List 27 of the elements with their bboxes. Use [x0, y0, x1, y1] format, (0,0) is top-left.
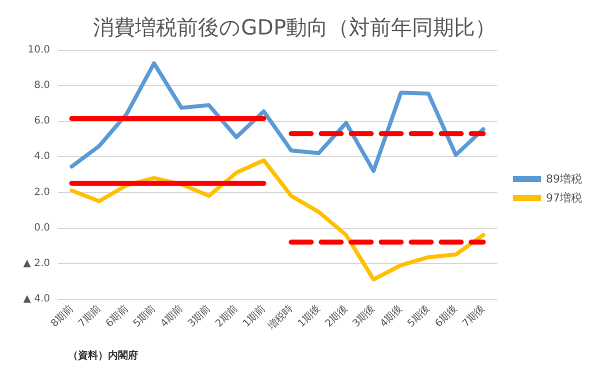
x-tick-label: 2期後 [322, 302, 350, 330]
y-tick-label: 10.0 [28, 44, 50, 56]
x-tick-label: 7期後 [460, 302, 488, 330]
y-tick-label: 6.0 [34, 116, 50, 127]
y-tick-label: 0.0 [34, 222, 50, 234]
x-tick-label: 6期前 [103, 302, 130, 330]
x-tick-label: 8期前 [48, 302, 76, 330]
x-tick-label: 2期前 [213, 302, 240, 330]
y-tick-label: ▲ 4.0 [23, 294, 50, 304]
x-tick-label: 1期後 [295, 302, 323, 330]
line-series [70, 61, 486, 173]
x-tick-label: 3期後 [350, 302, 378, 330]
x-tick-label: 5期後 [405, 302, 432, 330]
y-tick-label: ▲ 2.0 [23, 258, 50, 269]
y-tick-label: 4.0 [34, 151, 50, 162]
y-tick-label: 8.0 [34, 80, 50, 92]
x-tick-label: 4期前 [158, 302, 186, 330]
chart-title: 消費増税前後のGDP動向（対前年同期比） [93, 16, 496, 40]
legend-label: 97増税 [546, 192, 582, 204]
x-tick-label: 7期前 [76, 302, 104, 330]
x-tick-label: 3期前 [186, 302, 213, 330]
x-tick-label: 5期前 [130, 302, 158, 330]
text: （資料）内閣府 [68, 350, 138, 362]
x-tick-label: 6期後 [432, 302, 460, 330]
legend-label: 89増税 [546, 172, 582, 186]
y-tick-label: 2.0 [34, 186, 50, 198]
x-tick-label: 4期後 [378, 302, 405, 330]
